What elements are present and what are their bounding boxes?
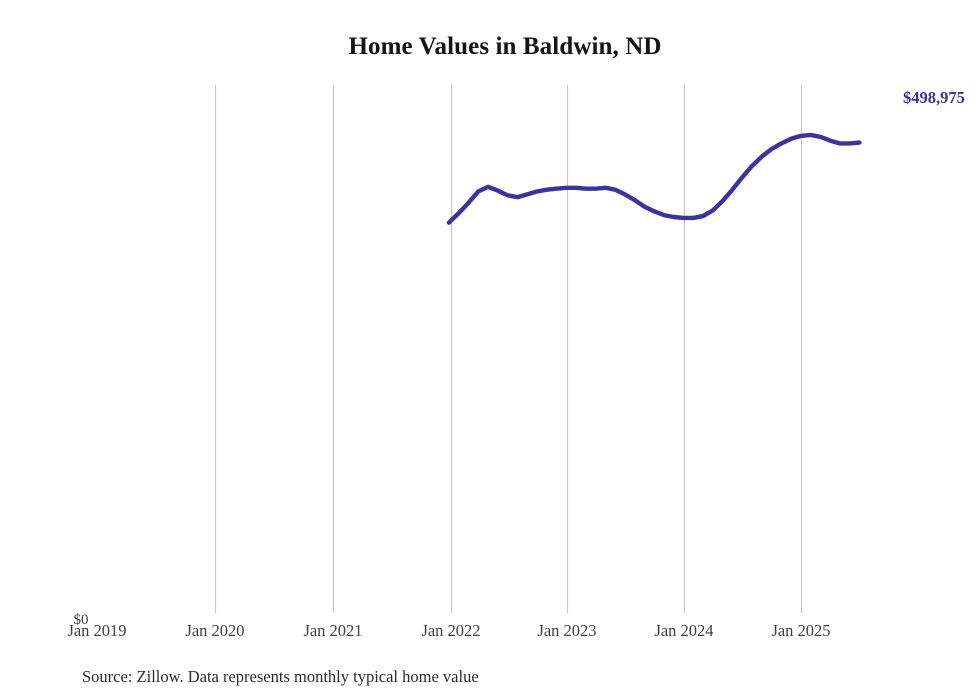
x-tick-jan-2024: Jan 2024 <box>654 621 714 640</box>
gridlines <box>214 85 803 613</box>
chart-title: Home Values in Baldwin, ND <box>348 33 662 60</box>
x-tick-jan-2023: Jan 2023 <box>537 621 597 640</box>
series-end-value-label: $498,975 <box>903 88 965 107</box>
x-tick-jan-2025: Jan 2025 <box>771 621 831 640</box>
x-tick-jan-2019: Jan 2019 <box>67 621 127 640</box>
x-tick-jan-2020: Jan 2020 <box>185 621 245 640</box>
chart-source-caption: Source: Zillow. Data represents monthly … <box>82 667 479 686</box>
series-line-typical-home-value <box>446 132 862 225</box>
x-tick-jan-2022: Jan 2022 <box>421 621 481 640</box>
x-tick-jan-2021: Jan 2021 <box>303 621 363 640</box>
y-tick-zero: $0 <box>73 612 89 628</box>
